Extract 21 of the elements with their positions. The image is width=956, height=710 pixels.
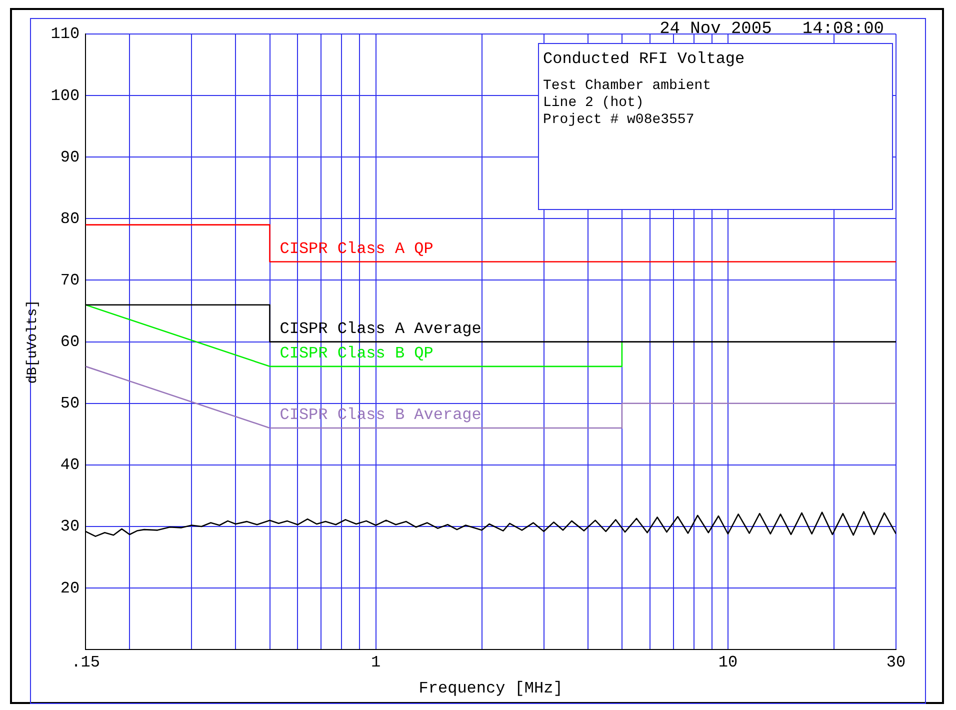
y-axis-title: dB[uVolts] <box>25 300 42 384</box>
y-tick-label: 70 <box>60 271 80 290</box>
y-tick-label: 110 <box>50 25 80 44</box>
y-tick-label: 40 <box>60 456 80 474</box>
x-tick-label: 10 <box>718 653 738 672</box>
y-tick-label: 60 <box>60 333 80 352</box>
annotation: Project # w08e3557 <box>543 112 696 129</box>
x-axis-title: Frequency [MHz] <box>418 680 563 698</box>
annotation: 24 Nov 2005 14:08:00 <box>660 20 884 39</box>
x-tick-label: 30 <box>886 653 906 672</box>
y-tick-label: 50 <box>60 394 80 413</box>
x-tick-label: 1 <box>370 653 381 672</box>
y-tick-label: 90 <box>60 148 80 166</box>
info-box: Conducted RFI Voltage Test Chamber ambient Line 2 (hot) Project # w08e3557 <box>538 43 893 210</box>
annotation: Line 2 (hot) <box>543 95 645 112</box>
annotation: Test Chamber ambient <box>543 78 712 95</box>
y-tick-label: 20 <box>60 579 80 598</box>
x-tick-label: .15 <box>71 653 100 672</box>
y-tick-label: 100 <box>50 86 80 105</box>
y-tick-label: 30 <box>60 518 80 536</box>
y-tick-label: 80 <box>60 210 80 228</box>
